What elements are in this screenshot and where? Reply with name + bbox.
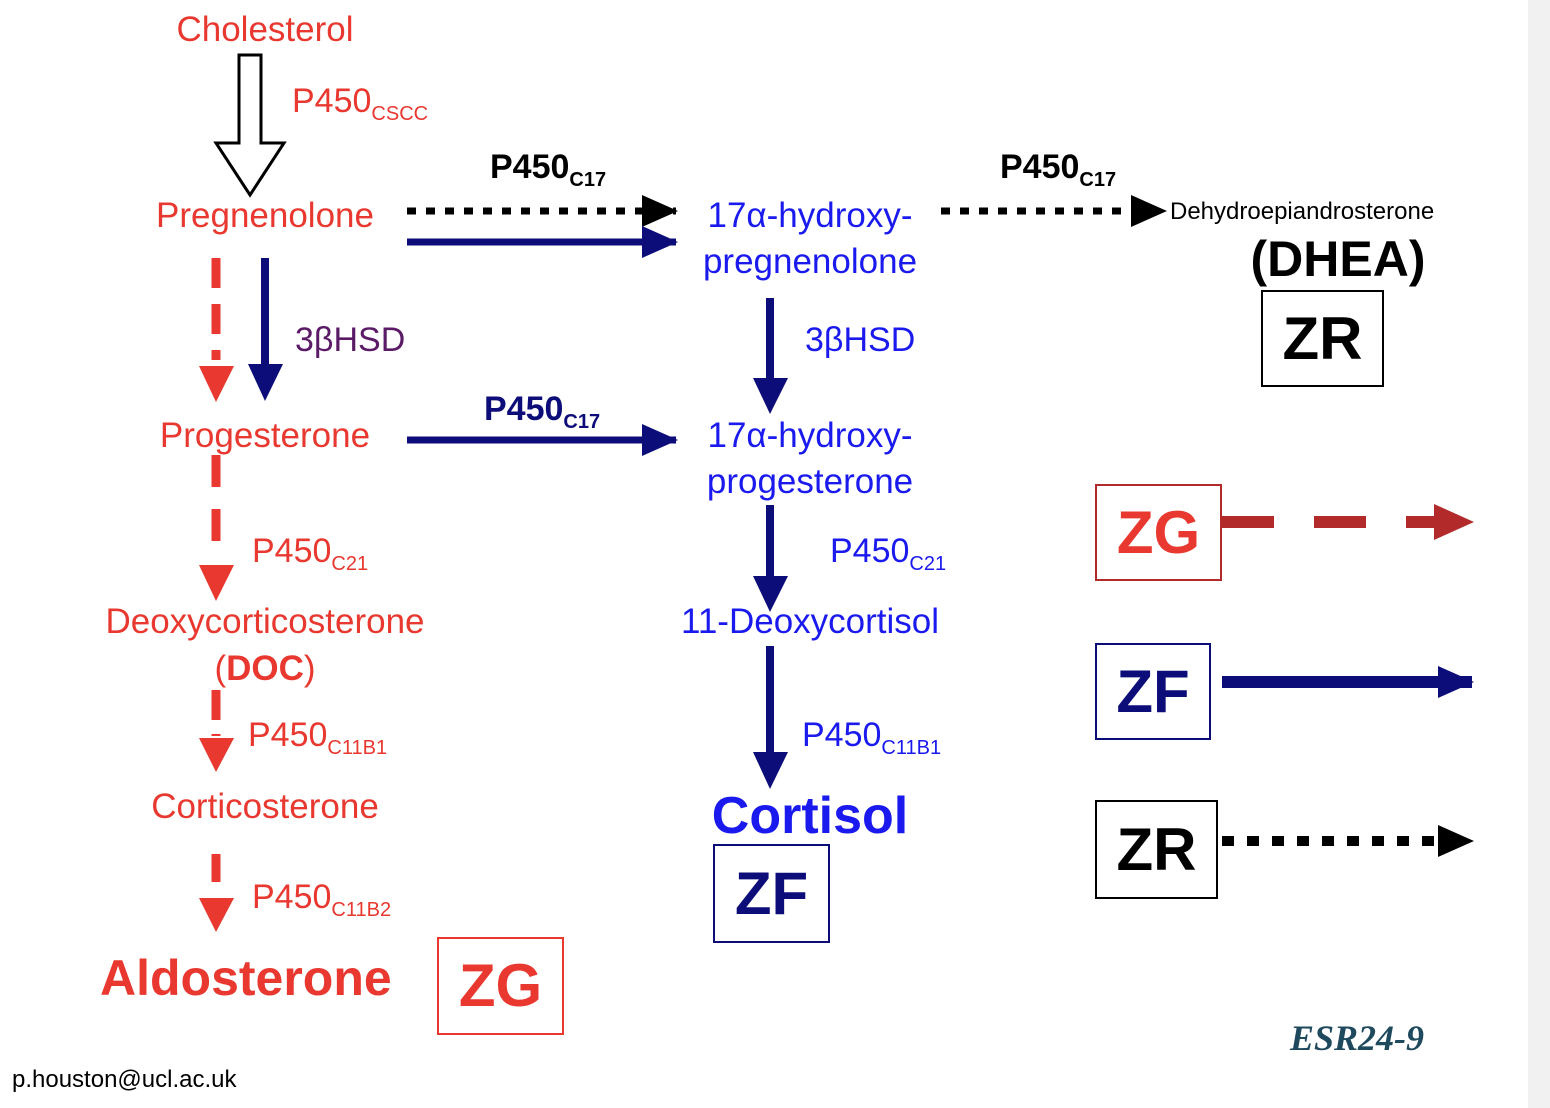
enzyme-p450-text: P450: [1000, 148, 1080, 186]
enzyme-c11b2-subscript: C11B2: [331, 899, 392, 921]
enzyme-p450-c17-top-right: P450C17: [1000, 150, 1116, 190]
slide-id: ESR24-9: [1290, 1018, 1425, 1058]
doc-abbreviation: DOC: [226, 649, 304, 688]
zf-box-cortisol: ZF: [713, 844, 830, 943]
enzyme-p450-text: P450: [830, 532, 910, 570]
11-deoxycortisol-label: 11-Deoxycortisol: [680, 602, 940, 641]
17oh-progesterone-line2: progesterone: [706, 462, 914, 501]
pregnenolone-to-progesterone-solid-head: [248, 364, 283, 401]
cholesterol-to-pregnenolone-arrow: [213, 53, 287, 198]
17oh-progesterone-line1: 17α-hydroxy-: [707, 416, 913, 455]
enzyme-p450-c17-middle: P450C17: [484, 392, 600, 432]
pregnenolone-to-progesterone-dashed-head: [199, 366, 234, 402]
enzyme-p450-text: P450: [252, 532, 332, 570]
corticosterone-to-aldosterone-head: [199, 898, 234, 932]
enzyme-p450-c11b1-right: P450C11B1: [802, 718, 941, 758]
enzyme-p450-c21-right: P450C21: [830, 534, 946, 574]
enzyme-p450-text: P450: [490, 148, 570, 186]
enzyme-3bhsd-left: 3βHSD: [295, 321, 406, 359]
doc-to-corticosterone-head: [199, 738, 234, 772]
dhea-full-name: Dehydroepiandrosterone: [1170, 198, 1435, 225]
author-email: p.houston@ucl.ac.uk: [12, 1066, 237, 1093]
zr-box-dhea: ZR: [1261, 290, 1384, 387]
zg-box-aldosterone: ZG: [437, 937, 564, 1035]
legend-zr-box: ZR: [1095, 800, 1218, 899]
enzyme-c17-subscript: C17: [569, 169, 607, 191]
right-edge-bar: [1528, 0, 1550, 1108]
enzyme-3bhsd-right: 3βHSD: [805, 321, 916, 359]
pregnenolone-label: Pregnenolone: [156, 196, 374, 235]
doc-close-paren: ): [303, 649, 316, 688]
corticosterone-label: Corticosterone: [151, 787, 379, 826]
doc-open-paren: (: [214, 649, 227, 688]
17oh-pregnenolone-line2: pregnenolone: [702, 242, 918, 281]
aldosterone-label: Aldosterone: [100, 950, 392, 1006]
progesterone-to-doc-head: [199, 565, 234, 601]
enzyme-c11b1-subscript: C11B1: [881, 737, 942, 759]
enzyme-p450-c11b1-left: P450C11B1: [248, 718, 387, 758]
enzyme-p450-text: P450: [484, 390, 564, 428]
cholesterol-label: Cholesterol: [176, 10, 354, 49]
enzyme-p450-c11b2: P450C11B2: [252, 880, 391, 920]
enzyme-p450-c17-top-left: P450C17: [490, 150, 606, 190]
17oh-preg-to-17oh-prog-head: [753, 378, 788, 414]
enzyme-c11b1-subscript: C11B1: [327, 737, 388, 759]
cortisol-label: Cortisol: [711, 787, 909, 845]
enzyme-p450-text: P450: [802, 716, 882, 754]
17oh-pregnenolone-line1: 17α-hydroxy-: [707, 196, 913, 235]
enzyme-p450-c21-left: P450C21: [252, 534, 368, 574]
doc-label: (DOC): [214, 651, 315, 686]
enzyme-cscc-subscript: CSCC: [371, 103, 429, 125]
enzyme-c21-subscript: C21: [909, 553, 947, 575]
dhea-abbreviation: (DHEA): [1250, 231, 1426, 287]
enzyme-p450-text: P450: [292, 82, 372, 120]
enzyme-p450-text: P450: [248, 716, 328, 754]
enzyme-c17-subscript: C17: [1079, 169, 1117, 191]
enzyme-p450-cscc: P450CSCC: [292, 84, 428, 124]
enzyme-c17-subscript: C17: [563, 411, 601, 433]
progesterone-label: Progesterone: [159, 416, 371, 455]
17oh-prog-to-deoxycortisol-head: [753, 576, 788, 612]
deoxycortisol-to-cortisol-head: [753, 752, 788, 789]
enzyme-p450-text: P450: [252, 878, 332, 916]
legend-zf-box: ZF: [1095, 643, 1211, 740]
deoxycorticosterone-label: Deoxycorticosterone: [105, 602, 425, 641]
enzyme-c21-subscript: C21: [331, 553, 369, 575]
legend-zg-box: ZG: [1095, 484, 1222, 581]
